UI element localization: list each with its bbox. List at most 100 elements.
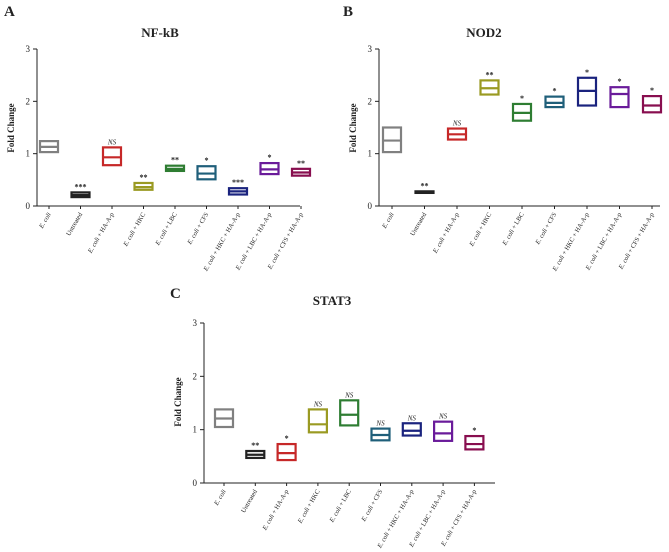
x-tick-label: E. coli + HKC: [468, 212, 493, 249]
y-tick-label: 3: [193, 318, 198, 328]
y-tick-label: 3: [26, 44, 31, 54]
significance-label: **: [421, 181, 429, 190]
x-tick-label-treatment: + LBC + HA-A-p: [417, 489, 447, 534]
significance-label: ***: [232, 178, 244, 187]
x-tick-label-treatment: + LBC: [337, 489, 353, 509]
significance-label: *: [472, 426, 476, 435]
x-tick-label: E. coli + CFS + HA-A-p: [440, 489, 479, 549]
significance-label: NS: [452, 120, 462, 128]
y-tick-label: 2: [368, 96, 373, 106]
x-tick-label: E. coli + LBC: [501, 212, 526, 248]
significance-label: *: [285, 434, 289, 443]
x-tick-label: E. coli + HA-A-p: [431, 212, 460, 256]
chart-title: NOD2: [466, 25, 501, 40]
x-tick-label: E. coli + HKC + HA-A-p: [551, 212, 591, 274]
significance-label: **: [171, 156, 179, 165]
box: [401, 422, 422, 437]
significance-label: **: [251, 441, 259, 450]
x-tick-label: E. coli + CFS + HA-A-p: [266, 212, 305, 272]
x-tick-label: E. coli: [38, 211, 53, 230]
y-tick-label: 1: [368, 149, 373, 159]
y-tick-label: 2: [26, 96, 31, 106]
significance-label: *: [553, 87, 557, 96]
significance-label: NS: [107, 138, 117, 146]
x-tick-label: E. coli + CFS: [186, 211, 210, 246]
x-tick-label: Untreated: [240, 488, 259, 514]
chart-title: STAT3: [313, 293, 352, 308]
panel-letter: B: [343, 4, 353, 20]
x-tick-label: E. coli + HKC: [296, 489, 321, 526]
x-tick-label-treatment: + HKC + HA-A-p: [560, 212, 591, 258]
x-tick-label-treatment: + CFS: [543, 211, 558, 231]
panel-c: C STAT3 Fold Change 0 1 2 3 E. coli Untreated…: [170, 286, 495, 550]
x-tick-label-species: E. coli: [381, 211, 396, 230]
x-tick-label-treatment: + LBC + HA-A-p: [243, 212, 273, 257]
x-tick-label: E. coli + HA-A-p: [86, 212, 115, 256]
y-tick-label: 0: [193, 478, 198, 488]
panel-a: A NF-kB Fold Change 0 1 2 3 E. coli Untreated…: [4, 4, 312, 273]
significance-label: NS: [375, 420, 385, 428]
y-tick-label: 1: [193, 425, 198, 435]
y-axis-label: Fold Change: [6, 103, 16, 152]
x-tick-label-treatment: + HKC + HA-A-p: [211, 212, 242, 258]
significance-label: *: [650, 86, 654, 95]
x-tick-label: E. coli + LBC: [154, 212, 179, 248]
x-tick-label-treatment: + CFS + HA-A-p: [449, 489, 479, 533]
x-tick-label: E. coli + CFS: [360, 488, 384, 523]
x-tick-label-treatment: + HA-A-p: [95, 212, 115, 240]
significance-label: **: [140, 173, 148, 182]
panel-b: B NOD2 Fold Change 0 1 2 3 E. coli Untreated *…: [343, 4, 663, 274]
x-tick-label: E. coli + HA-A-p: [261, 489, 290, 533]
x-tick-label: E. coli + LBC + HA-A-p: [408, 489, 447, 550]
y-axis-label: Fold Change: [173, 377, 183, 426]
panel-letter: A: [4, 4, 15, 20]
x-tick-label-treatment: + LBC + HA-A-p: [593, 212, 623, 257]
x-tick-label-treatment: + HKC + HA-A-p: [385, 489, 416, 535]
significance-label: **: [486, 70, 494, 79]
y-axis-label: Fold Change: [348, 103, 358, 152]
significance-label: NS: [313, 400, 323, 408]
box: [464, 434, 485, 451]
significance-label: ***: [75, 182, 87, 191]
x-tick-label: E. coli + LBC + HA-A-p: [234, 212, 273, 273]
x-tick-label-treatment: + HKC: [131, 212, 147, 233]
significance-label: NS: [438, 413, 448, 421]
y-tick-label: 0: [368, 201, 373, 211]
significance-label: *: [618, 77, 622, 86]
x-tick-label-treatment: + HA-A-p: [440, 212, 460, 240]
significance-label: *: [205, 156, 209, 165]
significance-label: *: [268, 153, 272, 162]
x-tick-label: Untreated: [409, 211, 428, 237]
x-tick-label: E. coli: [213, 488, 228, 507]
significance-label: NS: [344, 391, 354, 399]
x-tick-label: E. coli + HKC: [122, 212, 147, 249]
significance-label: **: [297, 159, 305, 168]
x-tick-label-treatment: + CFS: [195, 211, 210, 231]
significance-label: *: [520, 94, 524, 103]
x-tick-label-treatment: + LBC: [163, 212, 179, 232]
panel-letter: C: [170, 286, 181, 302]
x-tick-label: E. coli: [381, 211, 396, 230]
x-tick-label: E. coli + CFS + HA-A-p: [617, 212, 656, 272]
x-tick-label-treatment: + HKC: [477, 212, 493, 233]
x-tick-label: E. coli + CFS: [534, 211, 558, 246]
y-tick-label: 3: [368, 44, 373, 54]
box: [339, 399, 360, 427]
box: [641, 94, 663, 114]
x-tick-label-treatment: + HA-A-p: [270, 489, 290, 517]
chart-title: NF-kB: [141, 25, 179, 40]
significance-label: *: [585, 68, 589, 77]
box: [609, 86, 630, 109]
y-tick-label: 1: [26, 149, 31, 159]
box: [433, 420, 454, 442]
x-tick-label-treatment: + LBC: [510, 212, 526, 232]
x-tick-label-treatment: + CFS + HA-A-p: [626, 212, 656, 256]
x-tick-label-species: E. coli: [38, 211, 53, 230]
x-tick-label-treatment: + CFS: [369, 488, 384, 508]
significance-label: NS: [407, 414, 417, 422]
y-tick-label: 0: [26, 201, 31, 211]
box: [307, 408, 328, 434]
x-tick-label: E. coli + LBC + HA-A-p: [584, 212, 623, 273]
x-tick-label-species: E. coli: [213, 488, 228, 507]
